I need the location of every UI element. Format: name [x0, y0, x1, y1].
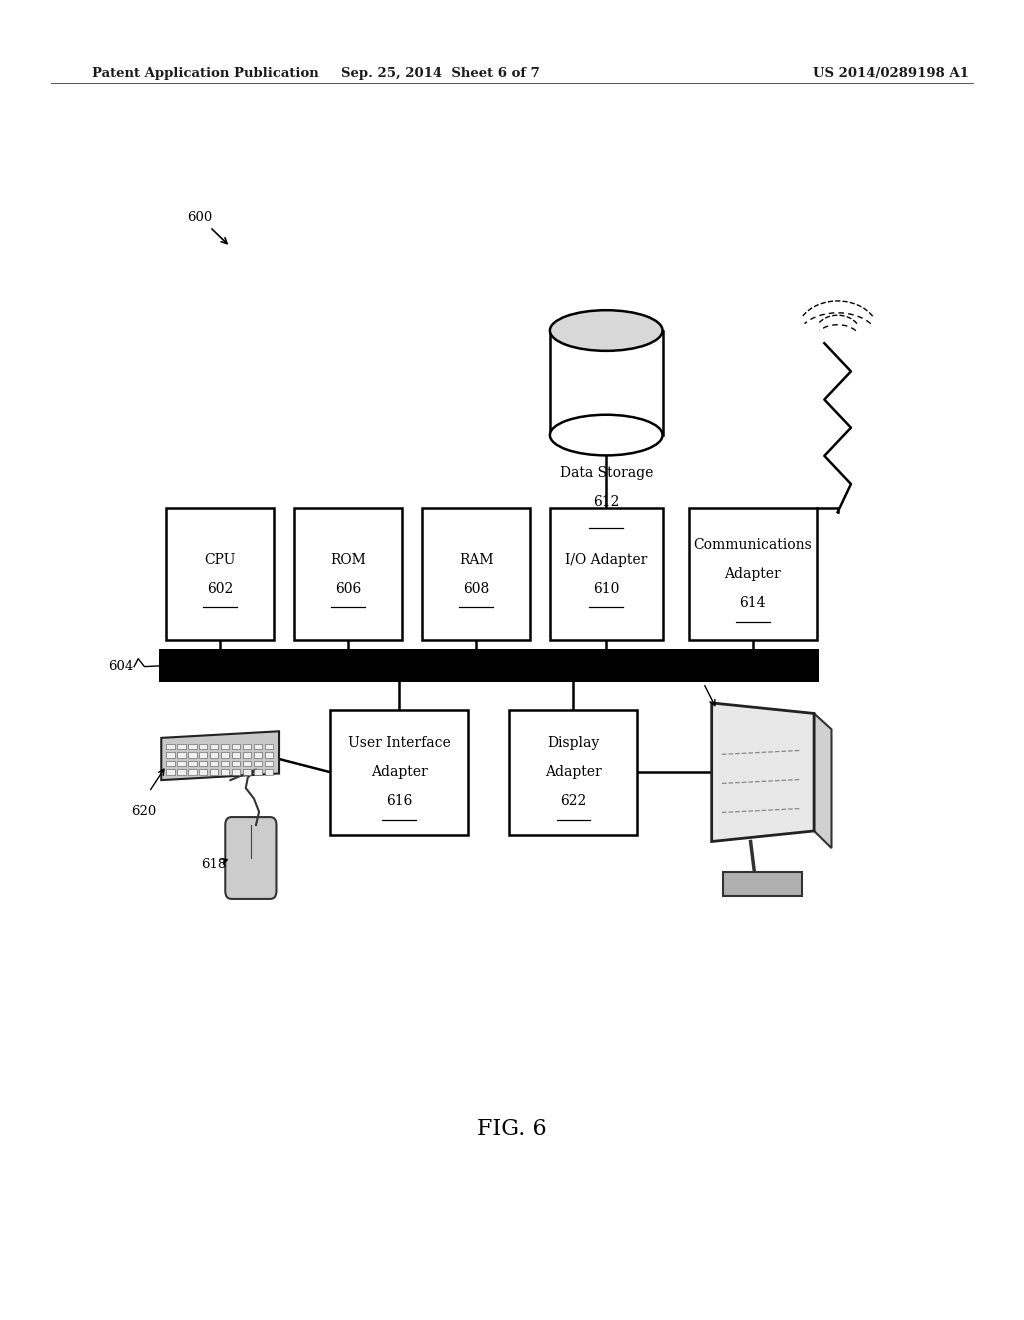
Text: Adapter: Adapter	[545, 766, 602, 779]
Bar	[166, 770, 175, 775]
Bar	[188, 743, 197, 750]
Bar	[210, 760, 218, 766]
Text: Patent Application Publication: Patent Application Publication	[92, 67, 318, 81]
Text: 616: 616	[386, 795, 413, 808]
Bar	[200, 770, 208, 775]
Text: I/O Adapter: I/O Adapter	[565, 553, 647, 566]
Bar	[243, 760, 251, 766]
Text: 622: 622	[560, 795, 587, 808]
Bar	[243, 770, 251, 775]
Bar	[166, 760, 175, 766]
Text: Adapter: Adapter	[724, 568, 781, 581]
Bar	[200, 743, 208, 750]
Bar	[166, 743, 175, 750]
Bar	[330, 710, 469, 836]
Bar	[265, 743, 273, 750]
Bar	[232, 752, 241, 758]
Text: 606: 606	[335, 582, 361, 595]
Bar	[510, 710, 637, 836]
Bar	[295, 508, 401, 640]
Text: ROM: ROM	[331, 553, 366, 566]
Bar	[550, 330, 663, 436]
Text: Sep. 25, 2014  Sheet 6 of 7: Sep. 25, 2014 Sheet 6 of 7	[341, 67, 540, 81]
Polygon shape	[712, 704, 814, 842]
FancyBboxPatch shape	[225, 817, 276, 899]
Bar	[188, 752, 197, 758]
Text: User Interface: User Interface	[348, 737, 451, 750]
Bar	[210, 752, 218, 758]
Text: 602: 602	[207, 582, 233, 595]
Text: US 2014/0289198 A1: US 2014/0289198 A1	[813, 67, 969, 81]
Text: Display: Display	[547, 737, 600, 750]
Text: Data Storage: Data Storage	[559, 466, 653, 480]
Bar	[177, 770, 185, 775]
Bar	[210, 770, 218, 775]
Bar	[265, 752, 273, 758]
Text: FIG. 6: FIG. 6	[477, 1118, 547, 1139]
Bar	[243, 752, 251, 758]
Ellipse shape	[550, 310, 663, 351]
Bar	[177, 760, 185, 766]
Bar	[688, 508, 817, 640]
Bar	[188, 770, 197, 775]
Text: RAM: RAM	[459, 553, 494, 566]
Bar	[232, 770, 241, 775]
Bar	[232, 760, 241, 766]
Text: Adapter: Adapter	[371, 766, 428, 779]
Bar	[200, 760, 208, 766]
Bar	[200, 752, 208, 758]
Text: 600: 600	[187, 211, 212, 224]
FancyBboxPatch shape	[723, 871, 802, 895]
Bar	[550, 508, 663, 640]
Bar	[254, 770, 262, 775]
Bar	[265, 770, 273, 775]
Bar	[221, 752, 229, 758]
Bar	[254, 752, 262, 758]
Bar	[254, 743, 262, 750]
Text: 614: 614	[739, 597, 766, 610]
Text: 612: 612	[593, 495, 620, 510]
Bar	[159, 649, 819, 682]
Bar	[254, 760, 262, 766]
Bar	[232, 743, 241, 750]
Text: 618: 618	[201, 858, 226, 871]
Polygon shape	[814, 713, 831, 849]
Text: 624: 624	[676, 664, 701, 676]
Bar	[188, 760, 197, 766]
Text: 608: 608	[463, 582, 489, 595]
Bar	[210, 743, 218, 750]
Ellipse shape	[550, 414, 663, 455]
Polygon shape	[162, 731, 279, 780]
Text: 610: 610	[593, 582, 620, 595]
Text: 620: 620	[131, 805, 156, 818]
Bar	[221, 743, 229, 750]
Bar	[166, 752, 175, 758]
Bar	[177, 752, 185, 758]
Bar	[265, 760, 273, 766]
Bar	[221, 760, 229, 766]
Bar	[423, 508, 530, 640]
Text: 604: 604	[108, 660, 133, 673]
Bar	[177, 743, 185, 750]
Text: CPU: CPU	[205, 553, 236, 566]
Bar	[243, 743, 251, 750]
Text: Communications: Communications	[693, 539, 812, 552]
Bar	[166, 508, 274, 640]
Bar	[221, 770, 229, 775]
